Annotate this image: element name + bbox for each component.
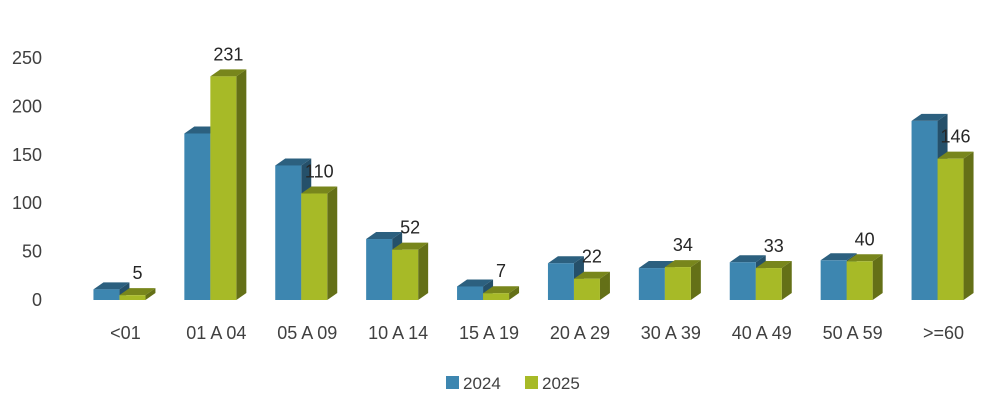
legend-label: 2024	[463, 374, 501, 393]
bar-front-face	[573, 278, 600, 300]
y-tick-label: 200	[12, 96, 42, 116]
bar-front-face	[483, 293, 510, 300]
x-tick-label: 05 A 09	[277, 323, 337, 343]
bar-side-face	[236, 69, 247, 300]
bar-front-face	[392, 249, 419, 300]
bar-2025-10	[937, 151, 974, 300]
data-label: 22	[582, 247, 602, 267]
bar-front-face	[119, 295, 146, 300]
bars	[93, 69, 974, 300]
bar-front-face	[547, 263, 574, 300]
bar-2025-1	[119, 288, 156, 300]
bar-top-face	[366, 232, 403, 240]
bar-2025-6	[573, 271, 610, 300]
bar-top-face	[729, 255, 766, 263]
bar-side-face	[599, 271, 610, 300]
bar-top-face	[457, 279, 494, 287]
x-tick-label: 01 A 04	[186, 323, 246, 343]
bar-top-face	[846, 254, 883, 262]
data-label: 5	[132, 263, 142, 283]
bar-front-face	[664, 267, 691, 300]
bar-top-face	[573, 271, 610, 279]
bar-2025-5	[483, 286, 520, 300]
bar-front-face	[638, 268, 665, 300]
bar-side-face	[872, 254, 883, 300]
bar-front-face	[275, 165, 302, 300]
x-tick-label: >=60	[923, 323, 964, 343]
bar-top-face	[210, 69, 247, 77]
bar-side-face	[781, 261, 792, 300]
bar-front-face	[911, 120, 938, 300]
data-labels: 5 231 110 52 7 22 34 33 40 146	[132, 44, 970, 283]
bar-2025-8	[755, 261, 792, 300]
bar-2025-9	[846, 254, 883, 300]
data-label: 231	[213, 44, 243, 64]
bar-2025-4	[392, 242, 429, 300]
data-label: 34	[673, 235, 693, 255]
data-label: 110	[305, 162, 334, 182]
x-tick-label: 40 A 49	[732, 323, 792, 343]
bar-top-face	[301, 186, 338, 194]
bar-top-face	[392, 242, 429, 250]
legend-swatch	[525, 376, 538, 389]
bar-top-face	[820, 253, 857, 261]
y-tick-label: 50	[22, 242, 42, 262]
x-tick-label: 10 A 14	[368, 323, 428, 343]
bar-front-face	[210, 76, 237, 300]
bar-2025-7	[664, 260, 701, 300]
bar-top-face	[275, 158, 312, 166]
y-tick-label: 100	[12, 193, 42, 213]
bar-2025-3	[301, 186, 338, 300]
legend-item-2024: 2024	[446, 374, 501, 393]
bar-front-face	[93, 289, 120, 300]
legend-swatch	[446, 376, 459, 389]
bar-top-face	[119, 288, 156, 296]
y-tick-label: 150	[12, 145, 42, 165]
y-tick-label: 250	[12, 48, 42, 68]
data-label: 52	[400, 218, 420, 238]
bar-top-face	[911, 113, 948, 121]
bar-side-face	[963, 151, 974, 300]
bar-front-face	[301, 193, 328, 300]
legend-item-2025: 2025	[525, 374, 580, 393]
bar-side-face	[690, 260, 701, 300]
bar-front-face	[937, 158, 964, 300]
x-tick-label: <01	[110, 323, 141, 343]
data-label: 40	[855, 229, 875, 249]
bar-top-face	[664, 260, 701, 268]
x-tick-label: 50 A 59	[823, 323, 883, 343]
bar-front-face	[184, 133, 211, 300]
bar-top-face	[638, 261, 675, 269]
category-labels: <01 01 A 04 05 A 09 10 A 14 15 A 19 20 A 29 30…	[110, 323, 964, 343]
x-tick-label: 15 A 19	[459, 323, 519, 343]
bar-side-face	[327, 186, 338, 300]
bar-front-face	[846, 261, 873, 300]
bar-top-face	[483, 286, 520, 294]
bar-front-face	[729, 262, 756, 300]
bar-top-face	[547, 256, 584, 264]
x-tick-label: 20 A 29	[550, 323, 610, 343]
bar-side-face	[509, 286, 520, 300]
bar-side-face	[418, 242, 429, 300]
x-tick-label: 30 A 39	[641, 323, 701, 343]
y-axis: 0 50 100 150 200 250	[12, 48, 42, 310]
bar-top-face	[937, 151, 974, 159]
bar-side-face	[145, 288, 156, 300]
data-label: 33	[764, 236, 784, 256]
bar-2025-2	[210, 69, 247, 300]
bar-top-face	[755, 261, 792, 269]
legend-label: 2025	[542, 374, 580, 393]
bar-front-face	[457, 286, 484, 300]
bar-front-face	[820, 260, 847, 300]
legend: 2024 2025	[446, 374, 580, 393]
bar-front-face	[366, 239, 393, 300]
data-label: 7	[496, 261, 506, 281]
bar-front-face	[755, 268, 782, 300]
bar-top-face	[93, 282, 130, 290]
data-label: 146	[941, 127, 971, 147]
y-tick-label: 0	[32, 290, 42, 310]
